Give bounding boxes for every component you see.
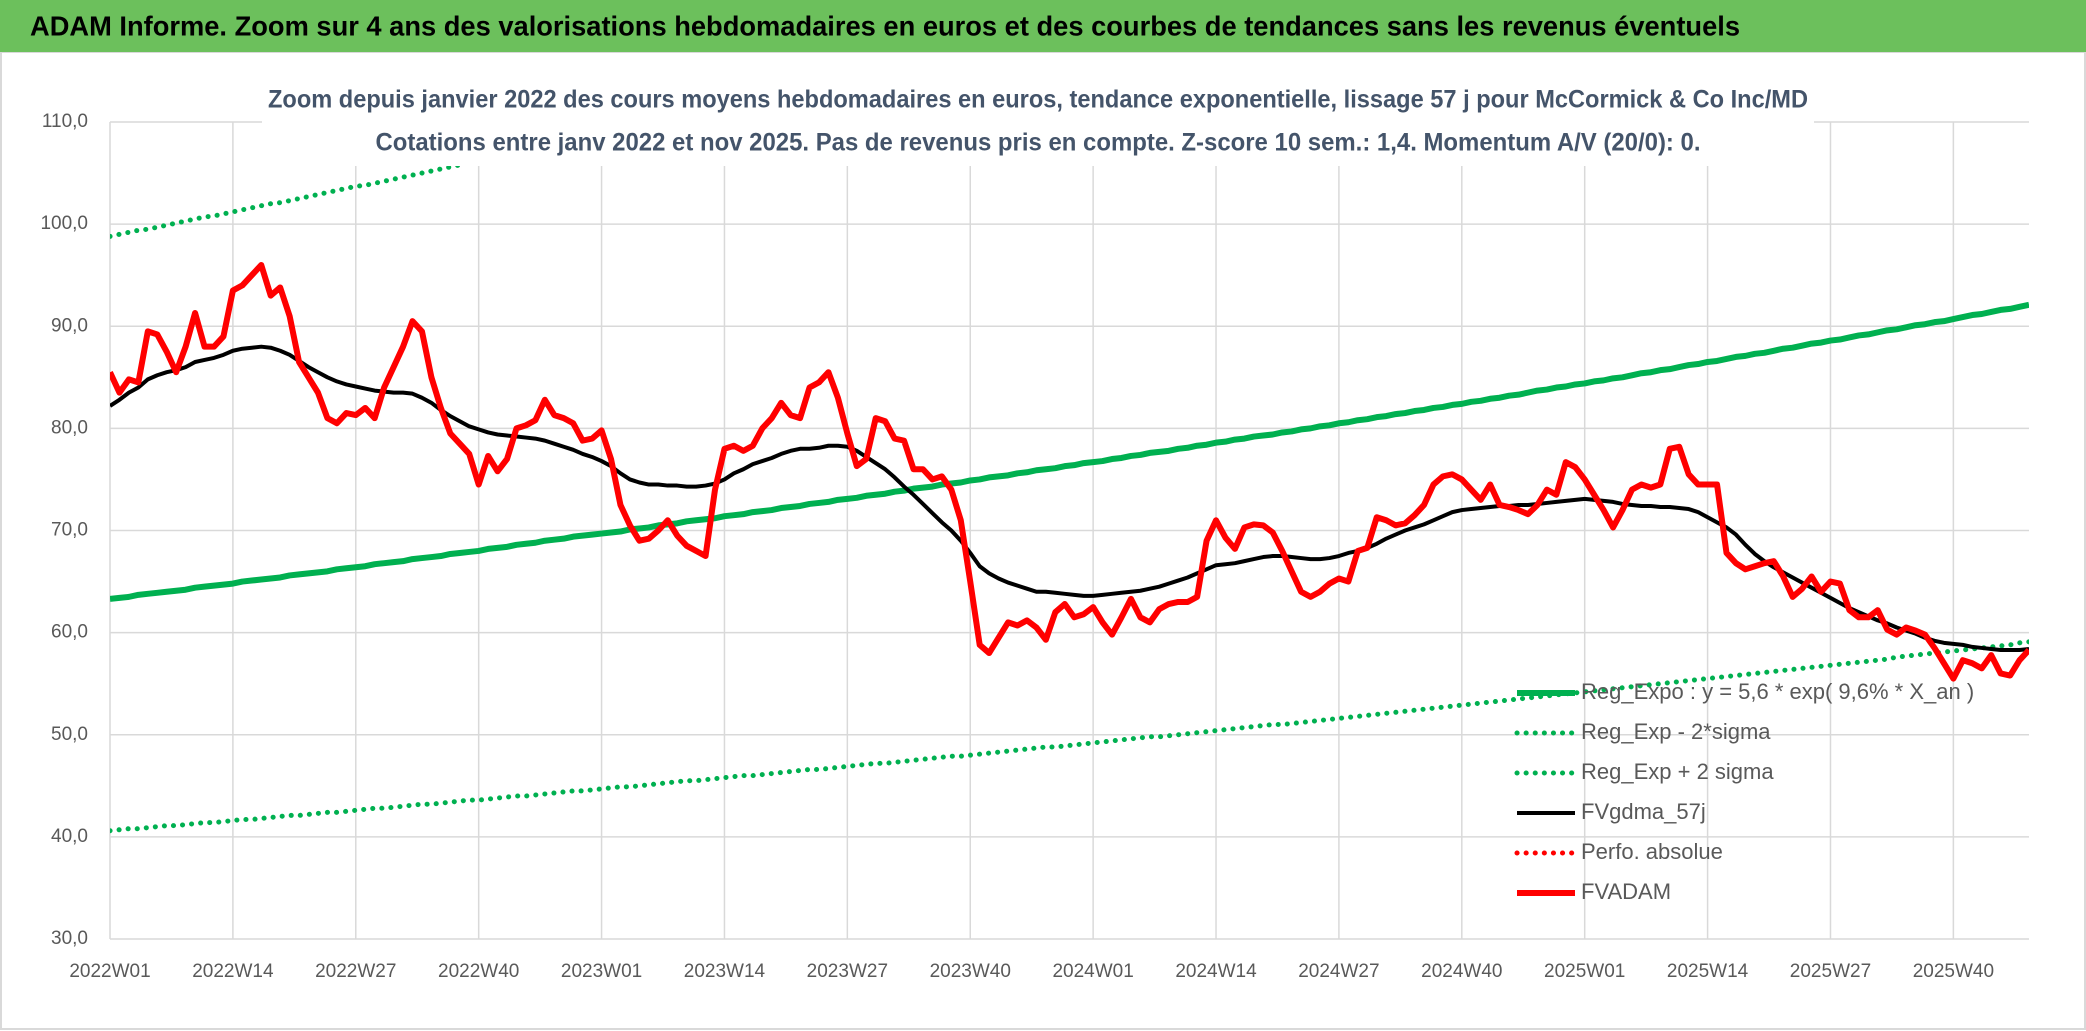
x-tick-label: 2025W01	[1544, 961, 1625, 982]
y-tick-label: 100,0	[40, 213, 88, 234]
x-tick-label: 2023W14	[684, 961, 766, 982]
y-tick-label: 70,0	[51, 520, 88, 541]
y-tick-label: 40,0	[51, 826, 88, 847]
series-line	[110, 301, 2029, 602]
y-tick-label: 80,0	[51, 417, 88, 438]
legend-label: Perfo. absolue	[1581, 839, 1723, 864]
x-tick-label: 2022W40	[438, 961, 519, 982]
x-tick-label: 2024W40	[1421, 961, 1502, 982]
legend-label: Reg_Expo : y = 5,6 * exp( 9,6% * X_an )	[1581, 679, 1974, 704]
plot-lines	[110, 122, 2029, 834]
subtitle-line: Zoom depuis janvier 2022 des cours moyen…	[268, 86, 1808, 114]
x-tick-label: 2024W14	[1175, 961, 1257, 982]
x-tick-label: 2025W40	[1913, 961, 1994, 982]
legend-label: Reg_Exp - 2*sigma	[1581, 719, 1771, 744]
series-line	[110, 344, 2029, 652]
y-tick-label: 30,0	[51, 928, 88, 949]
header-bar	[0, 0, 2086, 52]
legend-label: FVADAM	[1581, 879, 1671, 904]
x-tick-label: 2023W27	[807, 961, 888, 982]
y-tick-label: 90,0	[51, 315, 88, 336]
x-tick-label: 2023W40	[930, 961, 1011, 982]
x-tick-label: 2024W01	[1052, 961, 1133, 982]
legend-label: Reg_Exp + 2 sigma	[1581, 759, 1774, 784]
x-tick-label: 2022W27	[315, 961, 396, 982]
x-tick-label: 2023W01	[561, 961, 642, 982]
x-tick-label: 2025W27	[1790, 961, 1871, 982]
header-title: ADAM Informe. Zoom sur 4 ans des valoris…	[30, 10, 1740, 41]
x-tick-label: 2022W14	[192, 961, 274, 982]
x-tick-label: 2025W14	[1667, 961, 1749, 982]
series-line	[110, 261, 2029, 682]
chart-frame	[0, 51, 2086, 1030]
legend: Reg_Expo : y = 5,6 * exp( 9,6% * X_an ) R…	[1514, 679, 1974, 904]
series-line	[110, 639, 2029, 834]
subtitle-box	[262, 80, 1814, 166]
y-tick-label: 110,0	[42, 111, 88, 132]
subtitle-line: Cotations entre janv 2022 et nov 2025. P…	[376, 129, 1701, 157]
x-tick-label: 2022W01	[69, 961, 150, 982]
series-line	[110, 122, 671, 239]
legend-label: FVgdma_57j	[1581, 799, 1706, 824]
y-tick-label: 60,0	[51, 622, 88, 643]
y-tick-label: 50,0	[51, 724, 88, 745]
x-tick-label: 2024W27	[1298, 961, 1379, 982]
